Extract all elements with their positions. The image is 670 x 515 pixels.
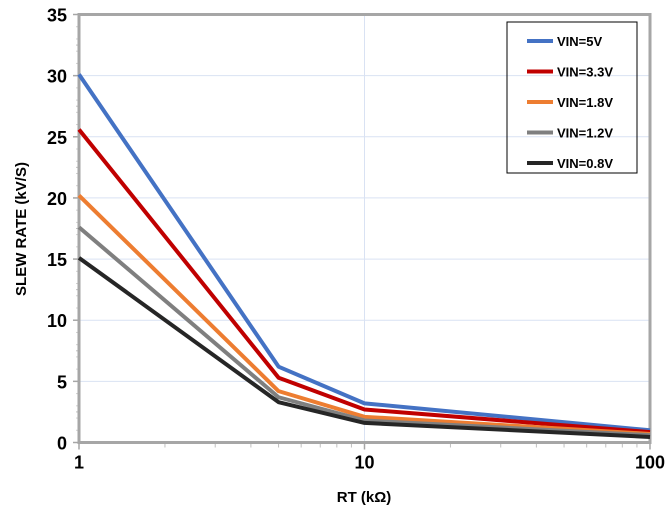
legend-label: VIN=5V: [557, 34, 602, 49]
legend-box: [506, 21, 638, 174]
x-axis-label: RT (kΩ): [337, 489, 392, 506]
series-line-vin-1-2v: [77, 225, 651, 438]
legend-label: VIN=1.8V: [557, 95, 613, 110]
series-line-vin-1-8v: [77, 194, 651, 436]
x-tick-label: 1: [74, 453, 84, 473]
y-tick-label: 15: [47, 250, 67, 270]
series-line-vin-5v: [77, 73, 651, 433]
series-line-vin-0-8v: [77, 256, 651, 439]
y-tick-label: 30: [47, 67, 67, 87]
legend-label: VIN=0.8V: [557, 156, 613, 171]
y-tick-label: 5: [57, 372, 67, 392]
x-tick-label: 100: [635, 453, 665, 473]
y-tick-label: 0: [57, 434, 67, 454]
x-tick-label: 10: [354, 453, 374, 473]
legend-label: VIN=1.2V: [557, 126, 613, 141]
y-tick-label: 35: [47, 6, 67, 26]
y-tick-label: 20: [47, 189, 67, 209]
series-line-vin-3-3v: [77, 128, 651, 435]
legend-label: VIN=3.3V: [557, 65, 613, 80]
y-tick-label: 10: [47, 311, 67, 331]
y-axis-label: SLEW RATE (kV/S): [13, 162, 30, 296]
y-tick-label: 25: [47, 128, 67, 148]
